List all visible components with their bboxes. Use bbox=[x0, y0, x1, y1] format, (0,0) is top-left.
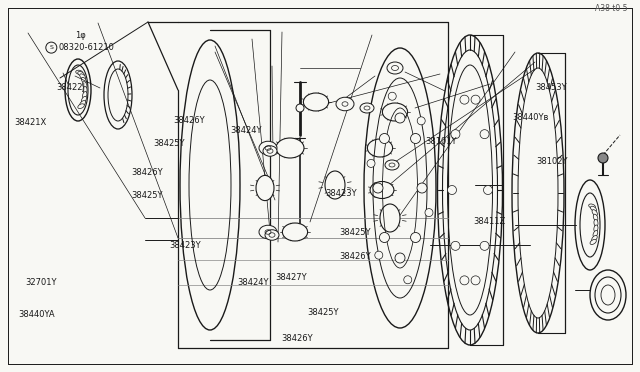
Ellipse shape bbox=[512, 53, 564, 333]
Text: 38425Y: 38425Y bbox=[131, 191, 163, 200]
Text: 38101Y: 38101Y bbox=[426, 137, 457, 146]
Circle shape bbox=[410, 134, 420, 144]
Ellipse shape bbox=[81, 77, 86, 84]
Circle shape bbox=[417, 117, 425, 125]
Ellipse shape bbox=[259, 225, 277, 239]
Circle shape bbox=[480, 130, 489, 139]
Circle shape bbox=[483, 186, 493, 195]
Ellipse shape bbox=[438, 35, 502, 345]
Text: 38440Yв: 38440Yв bbox=[512, 113, 548, 122]
Text: 38422J: 38422J bbox=[56, 83, 85, 92]
Text: 38423Y: 38423Y bbox=[170, 241, 201, 250]
Ellipse shape bbox=[78, 104, 84, 109]
Circle shape bbox=[367, 160, 375, 167]
Text: A38 t0 5: A38 t0 5 bbox=[595, 4, 627, 13]
Ellipse shape bbox=[591, 206, 596, 211]
Ellipse shape bbox=[265, 230, 279, 240]
Ellipse shape bbox=[263, 146, 277, 156]
Ellipse shape bbox=[590, 240, 596, 244]
Text: 38453Y: 38453Y bbox=[535, 83, 566, 92]
Text: S: S bbox=[49, 45, 53, 50]
Text: 38440YA: 38440YA bbox=[18, 310, 54, 319]
Text: 38426Y: 38426Y bbox=[131, 169, 163, 177]
Circle shape bbox=[395, 113, 405, 123]
Ellipse shape bbox=[65, 59, 91, 121]
Text: 38411Z: 38411Z bbox=[474, 217, 506, 226]
Ellipse shape bbox=[259, 141, 277, 155]
Ellipse shape bbox=[76, 70, 83, 74]
Circle shape bbox=[460, 95, 469, 104]
Text: 38425Y: 38425Y bbox=[339, 228, 371, 237]
Ellipse shape bbox=[303, 93, 328, 111]
Text: 1φ: 1φ bbox=[76, 31, 86, 40]
Circle shape bbox=[373, 183, 383, 193]
Ellipse shape bbox=[590, 270, 626, 320]
Ellipse shape bbox=[276, 138, 304, 158]
Text: 38423Y: 38423Y bbox=[325, 189, 356, 198]
Circle shape bbox=[425, 209, 433, 217]
Ellipse shape bbox=[325, 171, 345, 199]
Circle shape bbox=[451, 130, 460, 139]
Text: 38426Y: 38426Y bbox=[282, 334, 313, 343]
Circle shape bbox=[380, 232, 390, 243]
Ellipse shape bbox=[592, 210, 597, 216]
Text: 38426Y: 38426Y bbox=[339, 252, 371, 261]
Text: 38425Y: 38425Y bbox=[154, 139, 185, 148]
Ellipse shape bbox=[594, 225, 598, 232]
Text: 32701Y: 32701Y bbox=[26, 278, 57, 287]
Ellipse shape bbox=[387, 62, 403, 74]
Circle shape bbox=[471, 276, 480, 285]
Circle shape bbox=[480, 241, 489, 250]
Ellipse shape bbox=[589, 204, 595, 208]
Circle shape bbox=[395, 253, 405, 263]
Text: 08320-61210: 08320-61210 bbox=[58, 43, 114, 52]
Circle shape bbox=[447, 186, 456, 195]
Ellipse shape bbox=[296, 104, 304, 112]
Ellipse shape bbox=[593, 214, 598, 221]
Circle shape bbox=[375, 251, 383, 259]
Ellipse shape bbox=[78, 71, 84, 76]
Ellipse shape bbox=[364, 48, 436, 328]
Ellipse shape bbox=[382, 103, 408, 121]
Ellipse shape bbox=[594, 219, 598, 227]
Ellipse shape bbox=[360, 103, 374, 113]
Ellipse shape bbox=[104, 61, 132, 129]
Ellipse shape bbox=[80, 74, 86, 79]
Circle shape bbox=[598, 153, 608, 163]
Ellipse shape bbox=[367, 139, 392, 157]
Ellipse shape bbox=[593, 231, 598, 237]
Circle shape bbox=[417, 183, 427, 193]
Ellipse shape bbox=[592, 235, 597, 241]
Circle shape bbox=[471, 95, 480, 104]
Ellipse shape bbox=[180, 40, 240, 330]
Circle shape bbox=[460, 276, 469, 285]
Ellipse shape bbox=[256, 176, 274, 201]
Circle shape bbox=[451, 241, 460, 250]
Text: 38427Y: 38427Y bbox=[275, 273, 307, 282]
Ellipse shape bbox=[83, 92, 87, 98]
Text: 38425Y: 38425Y bbox=[307, 308, 339, 317]
Ellipse shape bbox=[81, 96, 86, 103]
Ellipse shape bbox=[282, 223, 308, 241]
Text: 38424Y: 38424Y bbox=[230, 126, 262, 135]
Ellipse shape bbox=[80, 100, 86, 106]
Ellipse shape bbox=[83, 87, 87, 93]
Text: 38424Y: 38424Y bbox=[237, 278, 268, 287]
Text: 38426Y: 38426Y bbox=[173, 116, 204, 125]
Ellipse shape bbox=[380, 204, 400, 232]
Circle shape bbox=[410, 232, 420, 243]
Ellipse shape bbox=[385, 160, 399, 170]
Ellipse shape bbox=[370, 182, 394, 199]
Text: 38421X: 38421X bbox=[14, 118, 46, 127]
Ellipse shape bbox=[83, 81, 87, 89]
Ellipse shape bbox=[336, 97, 354, 111]
Circle shape bbox=[380, 134, 390, 144]
Text: 38102Y: 38102Y bbox=[536, 157, 568, 166]
Ellipse shape bbox=[575, 180, 605, 270]
Circle shape bbox=[404, 276, 412, 284]
Circle shape bbox=[388, 92, 396, 100]
